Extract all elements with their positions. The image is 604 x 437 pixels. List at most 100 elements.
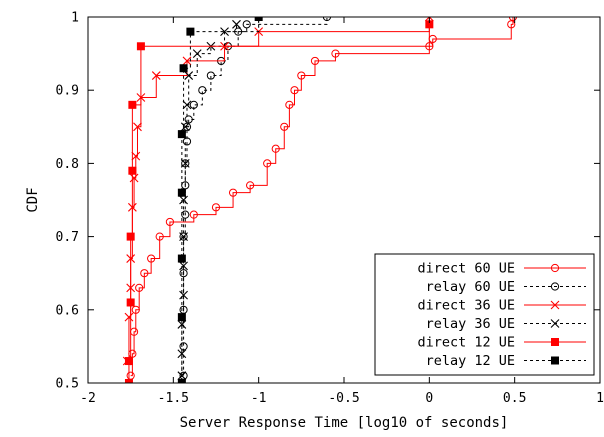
data-point — [124, 357, 133, 366]
data-point — [180, 159, 190, 168]
data-point — [179, 342, 188, 351]
series-layer — [122, 17, 518, 383]
legend-marker — [551, 356, 559, 365]
data-point — [151, 71, 161, 80]
series-relay-60-ue — [179, 17, 332, 380]
legend-box — [374, 253, 595, 376]
data-point — [179, 64, 188, 73]
data-point — [192, 49, 202, 58]
data-point — [242, 20, 251, 29]
x-axis-label: Server Response Time [log10 of seconds] — [180, 415, 509, 431]
data-point — [180, 122, 190, 132]
y-tick-label: 0.9 — [56, 84, 79, 99]
data-point — [280, 122, 289, 131]
data-point — [220, 27, 229, 37]
legend-label: relay 12 UE — [426, 353, 515, 369]
data-point — [179, 195, 188, 205]
x-tick-label: -2 — [80, 391, 96, 406]
y-tick-label: 0.8 — [56, 157, 79, 172]
series-line — [181, 17, 260, 383]
data-point — [124, 312, 134, 322]
data-point — [189, 100, 198, 109]
data-point — [424, 17, 434, 22]
x-tick-label: 0.5 — [503, 391, 526, 406]
data-point — [126, 298, 135, 307]
data-point — [165, 217, 175, 227]
data-point — [177, 379, 186, 383]
legend-marker — [550, 282, 560, 291]
x-tick-label: 0 — [425, 391, 433, 406]
data-point — [182, 56, 192, 66]
y-tick-label: 0.6 — [56, 303, 79, 318]
x-tick-label: -0.5 — [328, 391, 359, 406]
data-point — [290, 86, 299, 95]
data-point — [179, 290, 188, 300]
data-point — [124, 379, 133, 383]
legend-marker — [550, 263, 560, 273]
y-axis-label: CDF — [25, 187, 41, 212]
data-point — [140, 269, 149, 278]
legend-marker — [550, 319, 560, 328]
data-point — [147, 254, 156, 263]
data-point — [129, 173, 139, 183]
y-tick-label: 0.7 — [56, 230, 79, 245]
data-point — [177, 320, 187, 329]
axes-layer: -2 -1.5 -1 -0.5 0 0.5 1 0.5 0.6 0.7 0.8 0.9 1 — [56, 11, 604, 407]
data-point — [508, 17, 518, 22]
plot-frame — [87, 16, 601, 384]
legend-label: relay 36 UE — [426, 316, 515, 332]
data-point — [211, 203, 221, 212]
data-point — [285, 100, 294, 109]
data-point — [206, 71, 215, 80]
legend-marker — [551, 338, 559, 346]
data-point — [182, 137, 192, 146]
data-point — [126, 232, 135, 241]
data-point — [136, 42, 145, 51]
legend-marker — [550, 300, 560, 310]
data-point — [155, 232, 164, 241]
data-point — [228, 188, 238, 197]
data-point — [246, 181, 255, 190]
data-point — [128, 100, 137, 109]
legend-label: direct 36 UE — [417, 298, 515, 314]
data-point — [177, 313, 186, 322]
data-point — [131, 151, 141, 161]
data-point — [177, 188, 186, 197]
data-point — [425, 20, 434, 29]
data-point — [186, 27, 195, 36]
data-point — [232, 19, 241, 29]
data-point — [179, 261, 188, 271]
data-point — [128, 166, 137, 175]
data-point — [184, 71, 194, 80]
legend-label: direct 12 UE — [417, 335, 515, 351]
data-point — [182, 100, 192, 110]
data-point — [189, 210, 198, 219]
data-point — [135, 283, 144, 292]
data-point — [133, 122, 142, 132]
data-point — [331, 49, 340, 58]
legend-label: relay 60 UE — [426, 279, 515, 295]
data-point — [271, 144, 280, 153]
legend: direct 60 UE relay 60 UE direct 36 UE relay… — [374, 253, 595, 376]
data-point — [177, 130, 186, 139]
data-point — [179, 232, 188, 241]
data-point — [177, 349, 187, 359]
x-tick-label: -1.5 — [158, 391, 189, 406]
x-tick-label: -1 — [251, 391, 267, 406]
series-direct-12-ue — [124, 20, 434, 383]
y-tick-label: 1 — [71, 11, 79, 26]
data-point — [322, 17, 332, 22]
series-line — [130, 17, 514, 377]
data-point — [179, 269, 188, 278]
data-point — [310, 56, 320, 66]
y-tick-label: 0.5 — [56, 377, 79, 392]
x-tick-label: 1 — [596, 391, 604, 406]
data-point — [131, 305, 140, 314]
data-point — [198, 86, 207, 95]
data-point — [177, 254, 186, 263]
series-line — [183, 17, 328, 376]
data-point — [297, 71, 306, 80]
legend-label: direct 60 UE — [417, 261, 515, 277]
data-point — [263, 159, 272, 168]
